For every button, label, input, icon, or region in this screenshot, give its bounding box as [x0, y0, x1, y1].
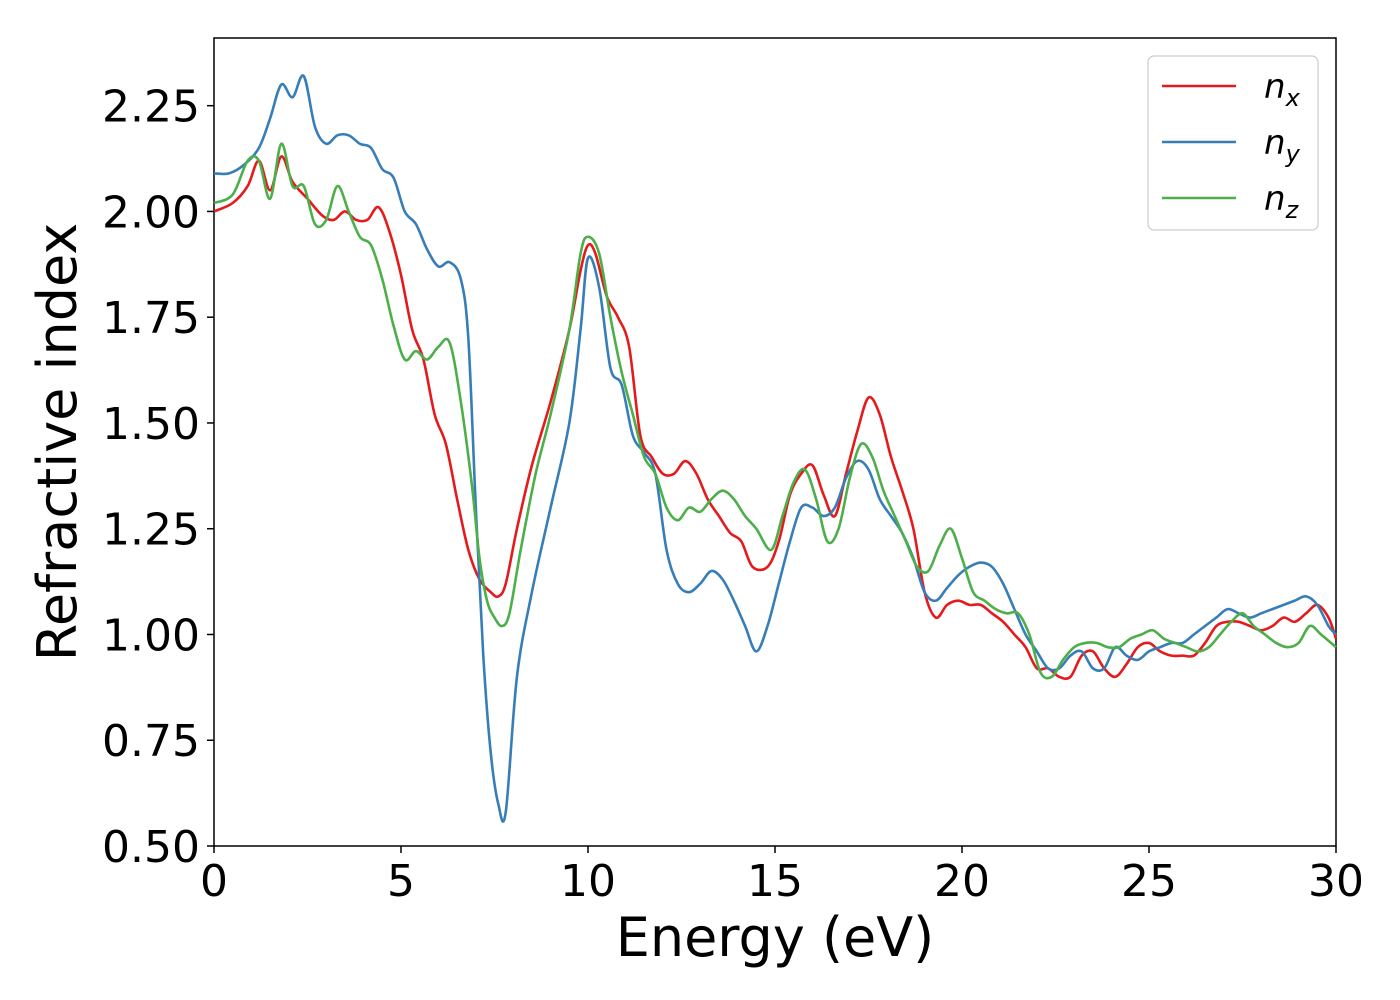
y-tick-label: 2.00 — [102, 187, 200, 238]
x-tick-label: 5 — [387, 856, 415, 907]
legend-label-z: nz — [1264, 179, 1300, 224]
series-line-z — [213, 142, 1337, 680]
legend: nx ny nz — [1147, 55, 1319, 231]
x-axis-title: Energy (eV) — [616, 906, 935, 969]
y-tick-label: 1.75 — [102, 293, 200, 344]
series-group — [213, 74, 1338, 823]
x-tick-label: 10 — [560, 856, 616, 907]
x-tick-label: 15 — [747, 856, 803, 907]
x-tick-label: 20 — [934, 856, 990, 907]
series-line-y — [213, 74, 1337, 823]
y-tick-label: 1.25 — [102, 505, 200, 556]
y-tick-label: 2.25 — [102, 82, 200, 133]
legend-label-x: nx — [1264, 67, 1301, 112]
x-tick-label: 0 — [200, 856, 228, 907]
x-tick-label: 25 — [1121, 856, 1177, 907]
y-tick-label: 1.00 — [102, 610, 200, 661]
x-tick-label: 30 — [1308, 856, 1364, 907]
legend-label-y: ny — [1264, 123, 1301, 168]
y-tick-label: 0.75 — [102, 716, 200, 767]
y-axis: 0.50 0.75 1.00 1.25 1.50 1.75 2.00 2.25 — [102, 82, 214, 873]
x-axis: 0 5 10 15 20 25 30 — [200, 846, 1364, 907]
y-axis-title: Refractive index — [26, 223, 89, 662]
y-tick-label: 0.50 — [102, 822, 200, 873]
y-tick-label: 1.50 — [102, 399, 200, 450]
